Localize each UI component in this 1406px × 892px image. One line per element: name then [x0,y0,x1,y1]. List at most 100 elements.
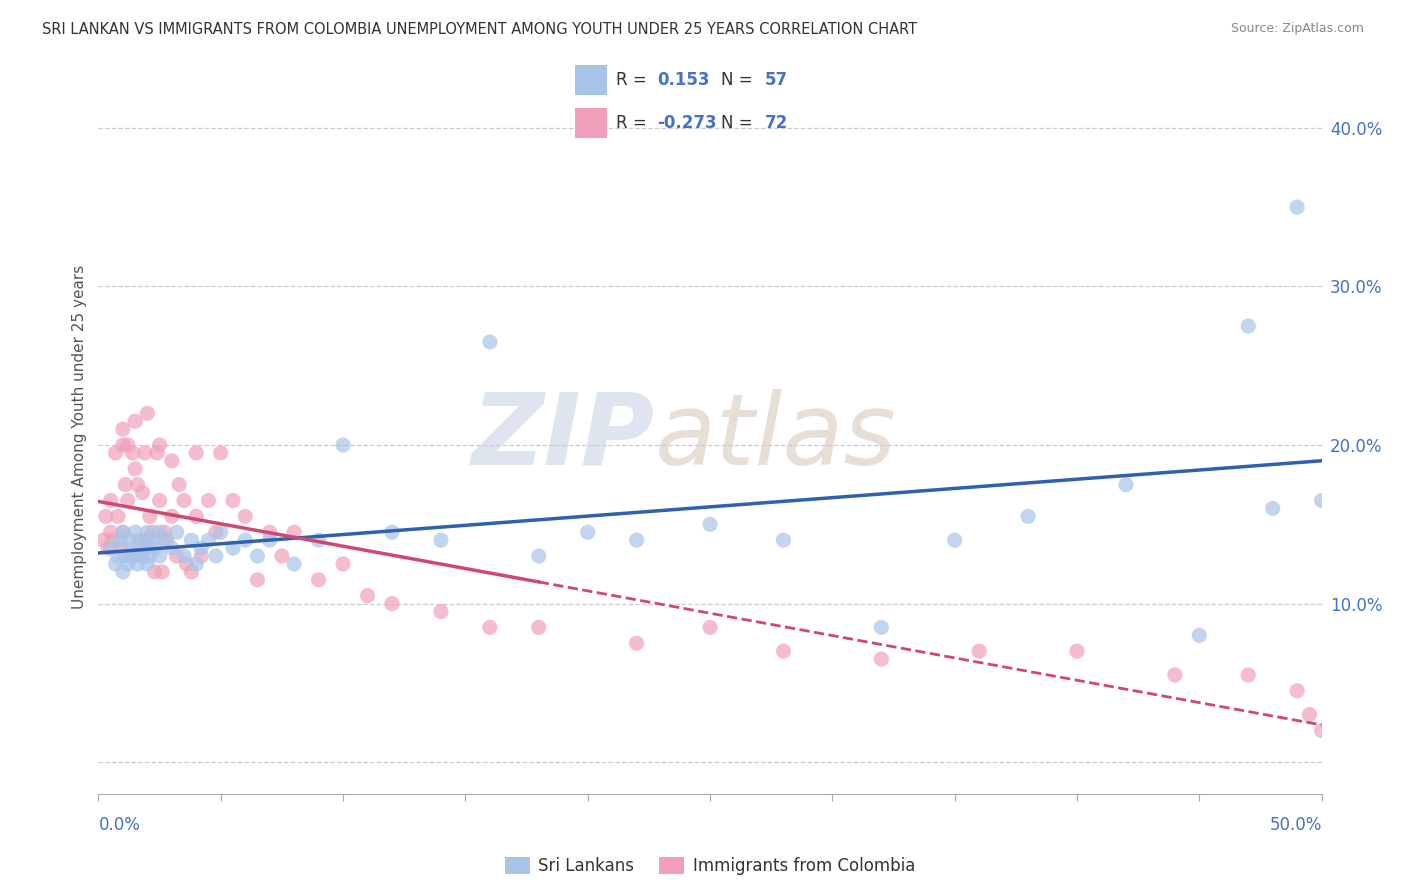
Point [141,533,163,548]
Text: SRI LANKAN VS IMMIGRANTS FROM COLOMBIA UNEMPLOYMENT AMONG YOUTH UNDER 25 YEARS C: SRI LANKAN VS IMMIGRANTS FROM COLOMBIA U… [42,22,917,37]
Point [100,493,122,508]
Point [149,549,172,563]
Point [100,525,122,540]
Point [1261,501,1284,516]
Point [1310,723,1333,738]
Point [136,525,159,540]
Point [160,541,183,555]
Point [111,422,134,436]
Point [190,549,212,563]
Point [772,533,794,548]
Point [139,549,162,563]
Point [283,525,305,540]
Point [156,533,179,548]
Point [173,549,195,563]
Text: -0.273: -0.273 [657,114,717,132]
Point [209,446,232,460]
Point [197,493,219,508]
Point [111,525,134,540]
Point [124,462,146,476]
Point [111,525,134,540]
Point [356,589,378,603]
Point [120,549,142,563]
Point [91,533,114,548]
Point [107,549,129,563]
Point [136,406,159,420]
Text: R =: R = [616,70,652,88]
Point [233,533,256,548]
Point [1237,319,1260,334]
Point [870,620,893,634]
Point [430,605,453,619]
Text: 0.153: 0.153 [657,70,710,88]
Point [1164,668,1187,682]
Point [186,557,208,571]
Point [131,549,153,563]
Point [772,644,794,658]
Point [110,533,132,548]
Y-axis label: Unemployment Among Youth under 25 years: Unemployment Among Youth under 25 years [72,265,87,609]
Point [104,446,127,460]
Point [136,533,159,548]
Text: N =: N = [721,70,758,88]
Point [160,509,183,524]
Point [111,438,134,452]
Point [131,485,153,500]
Point [121,446,143,460]
Point [1115,477,1137,491]
Text: Source: ZipAtlas.com: Source: ZipAtlas.com [1230,22,1364,36]
Text: ZIP: ZIP [472,389,655,485]
Point [332,438,354,452]
Point [129,541,152,555]
Point [153,533,176,548]
Point [870,652,893,666]
Point [332,557,354,571]
Point [107,509,129,524]
Point [699,620,721,634]
Point [129,533,152,548]
Point [131,549,153,563]
Point [626,636,648,650]
Text: atlas: atlas [655,389,897,485]
Point [222,493,245,508]
Point [259,525,281,540]
Point [205,549,228,563]
Text: 0.0%: 0.0% [98,816,141,834]
Point [149,438,172,452]
Point [576,525,599,540]
Point [97,541,120,555]
Point [233,509,256,524]
Point [153,525,176,540]
Point [166,549,188,563]
Point [124,549,146,563]
Point [699,517,721,532]
Point [1017,509,1039,524]
Point [173,493,195,508]
Point [139,509,162,524]
Point [259,533,281,548]
Point [527,620,550,634]
Point [308,573,330,587]
Point [110,541,132,555]
Point [180,565,202,579]
Point [176,557,198,571]
Point [381,597,404,611]
Point [104,557,127,571]
Point [246,573,269,587]
Point [1066,644,1088,658]
Point [943,533,966,548]
Point [114,477,136,491]
Legend: Sri Lankans, Immigrants from Colombia: Sri Lankans, Immigrants from Colombia [498,850,922,882]
Point [146,446,169,460]
Point [478,620,501,634]
Point [967,644,990,658]
Text: 57: 57 [765,70,787,88]
Point [149,525,172,540]
Text: 72: 72 [765,114,789,132]
Point [143,565,166,579]
Point [186,446,208,460]
Point [430,533,453,548]
Point [94,509,117,524]
Point [222,541,245,555]
Bar [575,108,607,138]
